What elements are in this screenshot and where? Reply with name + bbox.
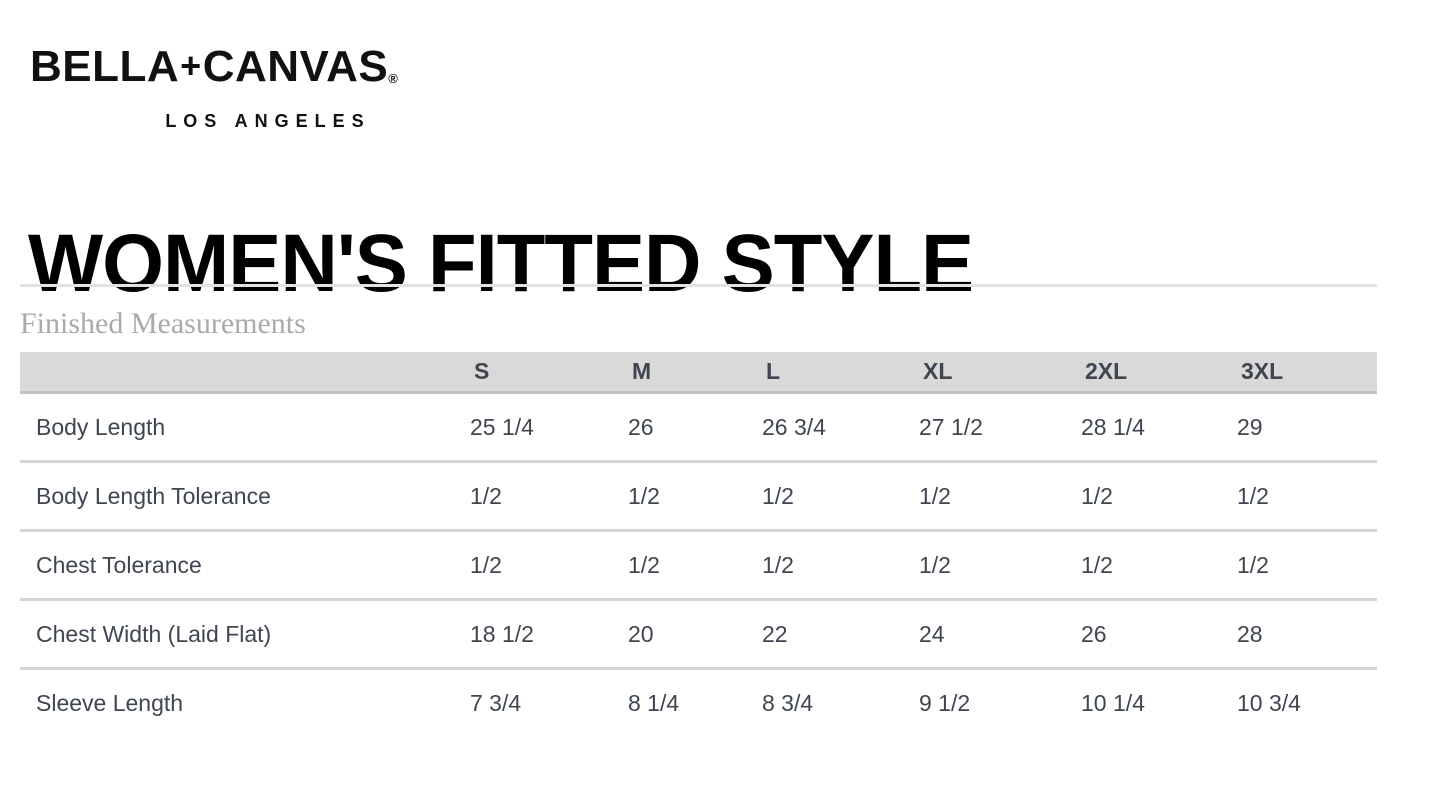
cell-chest-width-3xl: 28 — [1237, 598, 1377, 669]
row-label-chest-tolerance: Chest Tolerance — [20, 529, 470, 600]
cell-chest-width-m: 20 — [628, 598, 762, 669]
cell-chest-width-s: 18 1/2 — [470, 598, 628, 669]
cell-sleeve-length-3xl: 10 3/4 — [1237, 667, 1377, 736]
column-header-m: M — [628, 352, 762, 394]
cell-body-length-tolerance-xl: 1/2 — [919, 460, 1081, 531]
plus-glyph: + — [180, 45, 202, 86]
row-label-body-length: Body Length — [36, 413, 166, 440]
cell-body-length-3xl: 29 — [1237, 413, 1263, 440]
row-label-sleeve-length: Sleeve Length — [20, 667, 470, 736]
column-header-xl: XL — [919, 352, 1081, 394]
cell-chest-width-l: 22 — [762, 598, 919, 669]
table-row: Body Length 25 1/4 26 26 3/4 27 1/2 28 1… — [20, 393, 1377, 462]
cell-body-length-m: 26 — [628, 413, 654, 440]
cell-chest-tolerance-3xl: 1/2 — [1237, 529, 1377, 600]
cell-body-length-tolerance-l: 1/2 — [762, 460, 919, 531]
cell-sleeve-length-2xl: 10 1/4 — [1081, 667, 1237, 736]
cell-chest-tolerance-2xl: 1/2 — [1081, 529, 1237, 600]
cell-body-length-tolerance-s: 1/2 — [470, 460, 628, 531]
column-header-3xl: 3XL — [1237, 352, 1377, 394]
cell-sleeve-length-m: 8 1/4 — [628, 667, 762, 736]
registered-trademark-icon: ® — [388, 71, 398, 86]
cell-body-length-tolerance-m: 1/2 — [628, 460, 762, 531]
table-body: Body Length 25 1/4 26 26 3/4 27 1/2 28 1… — [20, 393, 1377, 736]
brand-wordmark: BELLA+CANVAS® — [30, 42, 500, 103]
column-header-measurement — [20, 352, 470, 394]
cell-chest-width-xl: 24 — [919, 598, 1081, 669]
row-label-body-length-tolerance: Body Length Tolerance — [20, 460, 470, 531]
wordmark-a: A — [146, 42, 180, 91]
column-header-s: S — [470, 352, 628, 394]
table-row: Body Length Tolerance 1/2 1/2 1/2 1/2 1/… — [20, 460, 1377, 531]
wordmark-bell: BELL — [30, 42, 147, 91]
brand-logo: BELLA+CANVAS® LOS ANGELES — [30, 42, 500, 132]
page-title: WOMEN'S FITTED STYLE — [28, 217, 974, 309]
size-chart-table: S M L XL 2XL 3XL Body Length 25 1/4 26 2… — [20, 352, 1377, 736]
cell-body-length-xl: 27 1/2 — [919, 413, 983, 440]
table-row: Chest Tolerance 1/2 1/2 1/2 1/2 1/2 1/2 — [20, 529, 1377, 600]
cell-sleeve-length-xl: 9 1/2 — [919, 667, 1081, 736]
section-divider — [20, 284, 1377, 287]
table-header-row: S M L XL 2XL 3XL — [20, 352, 1377, 394]
cell-body-length-tolerance-2xl: 1/2 — [1081, 460, 1237, 531]
cell-body-length-s: 25 1/4 — [470, 413, 534, 440]
cell-chest-tolerance-m: 1/2 — [628, 529, 762, 600]
cell-chest-tolerance-xl: 1/2 — [919, 529, 1081, 600]
cell-chest-tolerance-l: 1/2 — [762, 529, 919, 600]
cell-body-length-2xl: 28 1/4 — [1081, 413, 1145, 440]
cell-chest-width-2xl: 26 — [1081, 598, 1237, 669]
cell-sleeve-length-s: 7 3/4 — [470, 667, 628, 736]
column-header-l: L — [762, 352, 919, 394]
section-caption: Finished Measurements — [20, 307, 306, 340]
cell-body-length-tolerance-3xl: 1/2 — [1237, 460, 1377, 531]
table-header: S M L XL 2XL 3XL — [20, 352, 1377, 394]
table-row: Sleeve Length 7 3/4 8 1/4 8 3/4 9 1/2 10… — [20, 667, 1377, 736]
brand-tagline: LOS ANGELES — [165, 111, 371, 131]
cell-body-length-l: 26 3/4 — [762, 413, 826, 440]
cell-chest-tolerance-s: 1/2 — [470, 529, 628, 600]
cell-sleeve-length-l: 8 3/4 — [762, 667, 919, 736]
row-label-chest-width: Chest Width (Laid Flat) — [20, 598, 470, 669]
column-header-2xl: 2XL — [1081, 352, 1237, 394]
table-row: Chest Width (Laid Flat) 18 1/2 20 22 24 … — [20, 598, 1377, 669]
wordmark-canvas: CANVAS — [202, 42, 389, 91]
